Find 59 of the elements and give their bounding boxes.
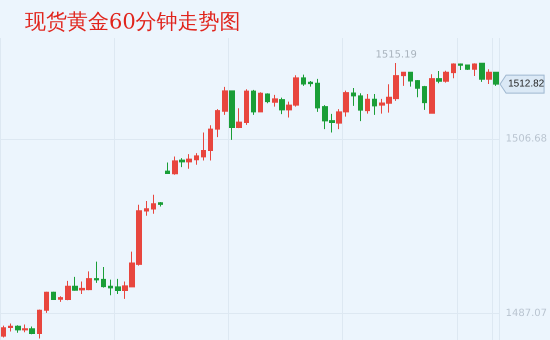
candlestick (115, 278, 121, 294)
candlestick (165, 162, 170, 174)
candlestick (186, 154, 192, 170)
candlestick (8, 323, 13, 332)
candlestick (372, 93, 377, 116)
candlestick (308, 80, 313, 88)
candlestick (222, 86, 228, 116)
candlestick (436, 70, 442, 84)
candlestick (465, 64, 470, 70)
candlestick (101, 266, 106, 288)
candlestick (244, 88, 249, 126)
candlestick (315, 78, 320, 112)
candlestick (479, 62, 485, 82)
candlestick (172, 156, 178, 176)
candlestick (108, 279, 113, 296)
candlestick (429, 74, 435, 114)
candlestick (451, 62, 456, 79)
candlestick (179, 158, 185, 168)
candlestick (22, 324, 28, 333)
candlestick (194, 152, 199, 166)
candlestick (65, 280, 71, 301)
candlestick (365, 93, 370, 114)
candlestick (58, 296, 63, 302)
candlestick (158, 202, 163, 207)
candlestick (208, 124, 213, 161)
candlestick (251, 89, 256, 116)
annotation: 1515.19 (375, 50, 417, 61)
candlestick (301, 74, 306, 86)
candlestick (408, 72, 413, 88)
candlestick (51, 291, 56, 300)
candlestick (236, 108, 242, 129)
candlestick (201, 132, 206, 161)
candlestick (215, 108, 220, 138)
candlestick (472, 62, 477, 76)
candlestick (94, 261, 99, 284)
candlestick (1, 325, 6, 338)
candlestick (37, 309, 42, 339)
candlestick (44, 291, 49, 314)
candlestick (258, 92, 263, 113)
candlestick (279, 97, 285, 115)
candlestick (265, 92, 270, 104)
candlestick (272, 94, 278, 108)
candlestick (229, 90, 235, 140)
candlestick (443, 70, 449, 84)
text: 1512.82 (508, 78, 545, 90)
candlestick (151, 194, 156, 214)
candlestick (358, 92, 363, 122)
candlestick (351, 87, 356, 106)
candlestick (422, 85, 427, 110)
candlestick (72, 276, 78, 292)
candlestick (401, 72, 406, 86)
candlestick (493, 72, 499, 86)
candlestick (458, 62, 463, 70)
candlestick (144, 200, 149, 216)
candlestick (486, 68, 492, 84)
candlestick (29, 326, 35, 335)
candlestick (415, 79, 420, 98)
chart-title: 现货黄金60分钟走势图 (25, 10, 241, 34)
candlestick (15, 324, 21, 334)
